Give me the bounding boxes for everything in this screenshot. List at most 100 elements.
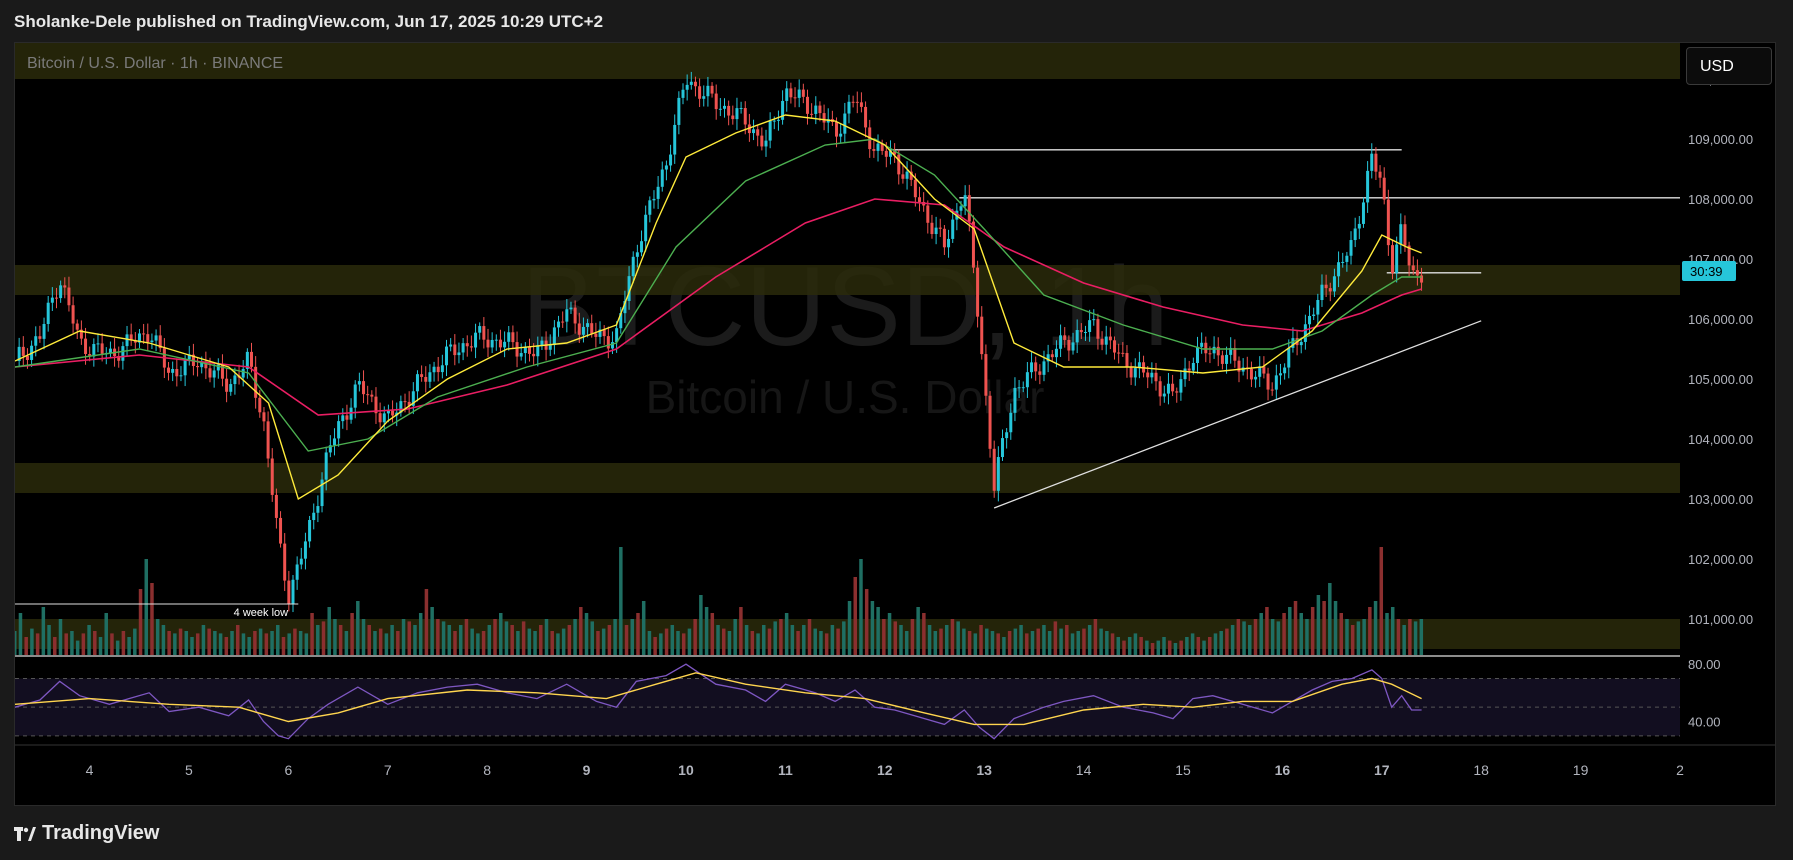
candle-body xyxy=(967,195,971,222)
candle-body xyxy=(424,376,428,382)
candle-body xyxy=(548,345,552,350)
candle-body xyxy=(673,124,677,155)
volume-bar xyxy=(316,625,320,655)
volume-bar xyxy=(361,619,366,655)
volume-bar xyxy=(739,607,743,655)
candle-body xyxy=(689,81,693,85)
volume-bar xyxy=(207,628,211,655)
candle-body xyxy=(797,89,801,98)
candle-body xyxy=(706,85,710,97)
currency-button[interactable]: USD xyxy=(1686,47,1772,85)
tradingview-logo[interactable]: TradingView xyxy=(14,822,159,845)
volume-bar xyxy=(1259,613,1263,655)
volume-bar xyxy=(1070,633,1075,655)
volume-bar xyxy=(1253,619,1258,655)
volume-bar xyxy=(1150,643,1155,655)
volume-bar xyxy=(155,619,160,655)
volume-bar xyxy=(1316,595,1321,655)
candle-body xyxy=(1249,368,1253,380)
volume-bar xyxy=(664,628,669,655)
candle-body xyxy=(241,368,245,378)
volume-bar xyxy=(1293,601,1298,655)
candle-body xyxy=(1287,347,1291,368)
volume-bar xyxy=(1379,547,1384,655)
candle-body xyxy=(971,221,975,268)
volume-bar xyxy=(802,625,806,655)
volume-bar xyxy=(218,633,223,655)
tradingview-logo-icon xyxy=(14,826,36,841)
candle-body xyxy=(220,364,224,379)
candle-body xyxy=(482,326,486,340)
volume-bar xyxy=(727,631,732,655)
volume-bar xyxy=(1242,621,1246,655)
volume-bar xyxy=(110,633,114,655)
rsi-line xyxy=(15,663,1422,740)
volume-bar xyxy=(1076,631,1080,655)
candle-body xyxy=(92,344,96,357)
volume-bar xyxy=(807,619,812,655)
volume-bar xyxy=(1185,637,1189,655)
volume-bar xyxy=(476,633,480,655)
volume-bar xyxy=(653,637,657,655)
volume-bar xyxy=(384,633,389,655)
chart-area[interactable]: BTCUSD, 1h Bitcoin / U.S. Dollar 4 week lo… xyxy=(14,42,1776,806)
volume-bar xyxy=(619,547,623,655)
time-axis-tick: 4 xyxy=(86,762,94,778)
volume-bar xyxy=(436,619,440,655)
candle-body xyxy=(179,375,183,377)
volume-bar xyxy=(58,619,63,655)
volume-bar xyxy=(796,631,800,655)
candle-body xyxy=(1403,224,1407,246)
publish-info-header: Sholanke-Dele published on TradingView.c… xyxy=(0,0,1793,42)
candle-body xyxy=(1374,153,1378,172)
volume-bar xyxy=(1207,637,1212,655)
candle-body xyxy=(793,97,797,99)
candle-body xyxy=(1125,353,1129,368)
candle-body xyxy=(756,129,760,136)
candle-body xyxy=(46,302,50,324)
candle-body xyxy=(1009,412,1013,433)
candle-body xyxy=(150,340,154,343)
candle-body xyxy=(100,343,104,354)
volume-bar xyxy=(70,631,74,655)
candle-body xyxy=(897,154,901,175)
candle-body xyxy=(75,323,79,330)
candle-body xyxy=(507,332,511,342)
volume-bar xyxy=(824,633,829,655)
candle-body xyxy=(1046,354,1050,362)
volume-bar xyxy=(1019,625,1023,655)
candle-body xyxy=(420,374,424,377)
candle-body xyxy=(610,342,614,349)
candle-body xyxy=(1312,314,1316,316)
candle-body xyxy=(137,333,141,343)
volume-bar xyxy=(247,637,251,655)
candle-body xyxy=(374,396,378,414)
candle-body xyxy=(436,366,440,373)
candle-body xyxy=(1129,367,1133,378)
candle-body xyxy=(888,151,892,157)
candle-body xyxy=(445,346,449,366)
candle-body xyxy=(893,151,897,155)
candle-body xyxy=(465,343,469,347)
candle-body xyxy=(1175,391,1179,393)
candle-body xyxy=(1079,330,1083,333)
volume-bar xyxy=(201,625,206,655)
candle-body xyxy=(523,346,527,354)
volume-bar xyxy=(441,621,446,655)
candle-body xyxy=(623,300,627,314)
candle-body xyxy=(133,340,137,343)
volume-bar xyxy=(1390,607,1395,655)
candle-body xyxy=(656,186,660,199)
volume-bar xyxy=(904,631,909,655)
candle-body xyxy=(1366,170,1370,203)
candle-body xyxy=(1038,371,1042,375)
candle-body xyxy=(681,89,685,98)
candle-body xyxy=(1353,228,1357,241)
candle-body xyxy=(208,368,212,378)
volume-bar xyxy=(573,619,577,655)
volume-bar xyxy=(1162,637,1166,655)
volume-bar xyxy=(1122,640,1126,655)
candle-body xyxy=(561,321,565,323)
footer-bar: TradingView xyxy=(0,806,1793,860)
